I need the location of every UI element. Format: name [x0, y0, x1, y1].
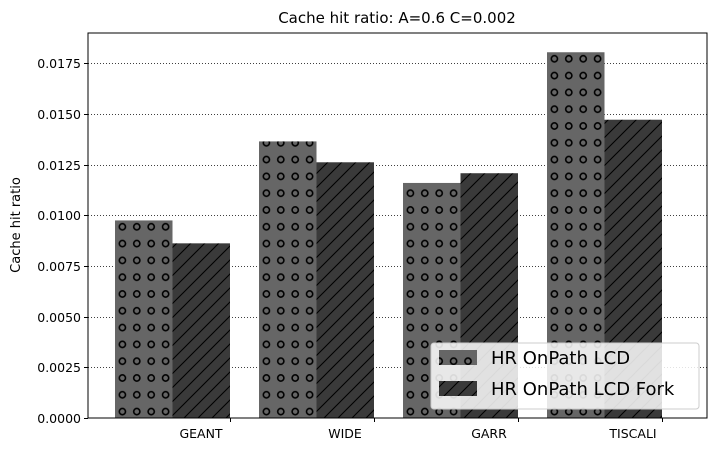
x-tick-label-tiscali: TISCALI [608, 426, 656, 441]
plot-frame [87, 32, 708, 419]
legend-label-hr-onpath-lcd-fork: HR OnPath LCD Fork [491, 379, 675, 400]
legend-swatch-hr-onpath-lcd [439, 350, 477, 365]
y-tick-label: 0.0050 [37, 310, 81, 325]
bar-hr-onpath-lcd-wide [259, 141, 317, 418]
legend-box [430, 342, 700, 410]
bars [115, 52, 662, 418]
y-tick-label: 0.0025 [37, 360, 81, 375]
x-tick-label-wide: WIDE [328, 426, 362, 441]
x-tick-label-garr: GARR [471, 426, 507, 441]
legend: HR OnPath LCD HR OnPath LCD Fork [430, 342, 700, 410]
y-tick-label: 0.0000 [37, 411, 81, 426]
bar-hr-onpath-lcd-fork-wide [316, 162, 374, 418]
chart-title: Cache hit ratio: A=0.6 C=0.002 [278, 9, 516, 27]
legend-label-hr-onpath-lcd: HR OnPath LCD [491, 348, 630, 369]
axis-ticks: 0.0000 0.0025 0.0050 0.0075 0.0100 0.0125 0.01… [37, 56, 663, 441]
y-tick-label: 0.0175 [37, 56, 81, 71]
y-axis-label: Cache hit ratio [9, 177, 24, 273]
y-tick-label: 0.0100 [37, 208, 81, 223]
x-tick-label-geant: GEANT [179, 426, 222, 441]
bar-hr-onpath-lcd-geant [115, 220, 173, 418]
y-tick-label: 0.0075 [37, 259, 81, 274]
gridlines [88, 63, 707, 368]
y-tick-label: 0.0125 [37, 158, 81, 173]
bar-hr-onpath-lcd-fork-geant [172, 243, 230, 418]
legend-swatch-hr-onpath-lcd-fork [439, 381, 477, 396]
y-tick-label: 0.0150 [37, 107, 81, 122]
